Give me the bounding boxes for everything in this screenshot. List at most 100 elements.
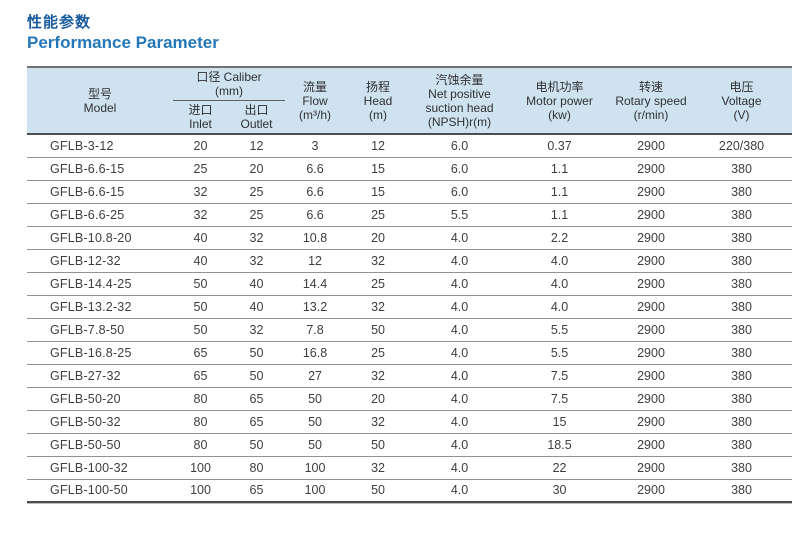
value-cell: 4.0 xyxy=(411,433,509,457)
value-cell: 100 xyxy=(285,456,346,480)
value-cell: 2900 xyxy=(611,410,692,434)
col-npsh-en2: suction head xyxy=(425,100,494,115)
col-voltage-unit: (V) xyxy=(733,107,750,122)
value-cell: 65 xyxy=(173,341,228,365)
table-row: GFLB-50-50 80 50 50 50 4.0 18.5 2900 380 xyxy=(27,433,793,457)
value-cell: 50 xyxy=(285,433,346,457)
table-body: GFLB-3-12 20 12 3 12 6.0 0.37 2900 220/380 GFLB-6… xyxy=(27,134,793,503)
value-cell: 25 xyxy=(345,341,412,365)
value-cell: 2900 xyxy=(611,295,692,319)
col-voltage-zh: 电压 xyxy=(729,79,754,94)
model-cell: GFLB-12-32 xyxy=(27,249,173,273)
col-header-inlet: 进口 Inlet xyxy=(173,100,228,135)
value-cell: 80 xyxy=(228,456,286,480)
table-row: GFLB-3-12 20 12 3 12 6.0 0.37 2900 220/380 xyxy=(27,134,793,158)
value-cell: 25 xyxy=(228,180,286,204)
model-cell: GFLB-16.8-25 xyxy=(27,341,173,365)
value-cell: 32 xyxy=(345,364,412,388)
col-speed-zh: 转速 xyxy=(639,79,664,94)
value-cell: 2900 xyxy=(611,456,692,480)
value-cell: 13.2 xyxy=(285,295,346,319)
value-cell: 50 xyxy=(228,341,286,365)
value-cell: 2900 xyxy=(611,341,692,365)
value-cell: 2900 xyxy=(611,318,692,342)
col-header-head: 扬程 Head (m) xyxy=(345,66,412,135)
value-cell: 7.5 xyxy=(508,364,612,388)
col-header-voltage: 电压 Voltage (V) xyxy=(691,66,793,135)
model-cell: GFLB-50-32 xyxy=(27,410,173,434)
value-cell: 16.8 xyxy=(285,341,346,365)
col-motor-zh: 电机功率 xyxy=(535,79,584,94)
value-cell: 2900 xyxy=(611,272,692,296)
col-head-en: Head xyxy=(363,93,393,108)
table-row: GFLB-50-32 80 65 50 32 4.0 15 2900 380 xyxy=(27,410,793,434)
model-cell: GFLB-7.8-50 xyxy=(27,318,173,342)
value-cell: 20 xyxy=(345,387,412,411)
value-cell: 40 xyxy=(228,295,286,319)
value-cell: 22 xyxy=(508,456,612,480)
value-cell: 5.5 xyxy=(508,341,612,365)
table-row: GFLB-12-32 40 32 12 32 4.0 4.0 2900 380 xyxy=(27,249,793,273)
table-row: GFLB-6.6-25 32 25 6.6 25 5.5 1.1 2900 380 xyxy=(27,203,793,227)
value-cell: 25 xyxy=(228,203,286,227)
value-cell: 50 xyxy=(345,318,412,342)
value-cell: 5.5 xyxy=(508,318,612,342)
value-cell: 100 xyxy=(285,479,346,503)
value-cell: 12 xyxy=(345,134,412,158)
value-cell: 6.6 xyxy=(285,180,346,204)
value-cell: 6.0 xyxy=(411,157,509,181)
value-cell: 30 xyxy=(508,479,612,503)
value-cell: 380 xyxy=(691,157,793,181)
value-cell: 380 xyxy=(691,341,793,365)
value-cell: 380 xyxy=(691,295,793,319)
value-cell: 380 xyxy=(691,433,793,457)
table-row: GFLB-7.8-50 50 32 7.8 50 4.0 5.5 2900 380 xyxy=(27,318,793,342)
value-cell: 100 xyxy=(173,456,228,480)
col-header-flow: 流量 Flow (m³/h) xyxy=(285,66,346,135)
table-row: GFLB-27-32 65 50 27 32 4.0 7.5 2900 380 xyxy=(27,364,793,388)
value-cell: 32 xyxy=(345,456,412,480)
col-caliber-unit: (mm) xyxy=(215,84,243,98)
value-cell: 32 xyxy=(228,249,286,273)
value-cell: 4.0 xyxy=(411,410,509,434)
value-cell: 1.1 xyxy=(508,157,612,181)
col-outlet-zh: 出口 xyxy=(244,103,269,117)
value-cell: 25 xyxy=(345,203,412,227)
model-cell: GFLB-10.8-20 xyxy=(27,226,173,250)
value-cell: 380 xyxy=(691,410,793,434)
value-cell: 380 xyxy=(691,180,793,204)
table-row: GFLB-16.8-25 65 50 16.8 25 4.0 5.5 2900 380 xyxy=(27,341,793,365)
value-cell: 14.4 xyxy=(285,272,346,296)
value-cell: 7.8 xyxy=(285,318,346,342)
model-cell: GFLB-27-32 xyxy=(27,364,173,388)
model-cell: GFLB-50-20 xyxy=(27,387,173,411)
value-cell: 4.0 xyxy=(411,341,509,365)
value-cell: 380 xyxy=(691,479,793,503)
value-cell: 50 xyxy=(345,479,412,503)
value-cell: 4.0 xyxy=(508,295,612,319)
value-cell: 2.2 xyxy=(508,226,612,250)
value-cell: 380 xyxy=(691,203,793,227)
value-cell: 4.0 xyxy=(411,272,509,296)
value-cell: 2900 xyxy=(611,226,692,250)
value-cell: 4.0 xyxy=(411,387,509,411)
value-cell: 25 xyxy=(173,157,228,181)
value-cell: 32 xyxy=(228,226,286,250)
performance-parameter-table: 型号 Model 口径 Caliber (mm) 流量 Flow (m³/h) … xyxy=(27,66,793,503)
col-head-zh: 扬程 xyxy=(366,79,391,94)
value-cell: 2900 xyxy=(611,157,692,181)
value-cell: 4.0 xyxy=(508,272,612,296)
value-cell: 5.5 xyxy=(411,203,509,227)
value-cell: 6.6 xyxy=(285,157,346,181)
value-cell: 80 xyxy=(173,410,228,434)
col-header-npsh: 汽蚀余量 Net positive suction head (NPSH)r(m… xyxy=(411,66,509,135)
value-cell: 32 xyxy=(345,410,412,434)
value-cell: 50 xyxy=(345,433,412,457)
value-cell: 380 xyxy=(691,387,793,411)
header-row-sub: 进口 Inlet 出口 Outlet xyxy=(27,100,792,135)
value-cell: 18.5 xyxy=(508,433,612,457)
value-cell: 15 xyxy=(345,180,412,204)
value-cell: 380 xyxy=(691,226,793,250)
header-row-main: 型号 Model 口径 Caliber (mm) 流量 Flow (m³/h) … xyxy=(27,66,793,135)
